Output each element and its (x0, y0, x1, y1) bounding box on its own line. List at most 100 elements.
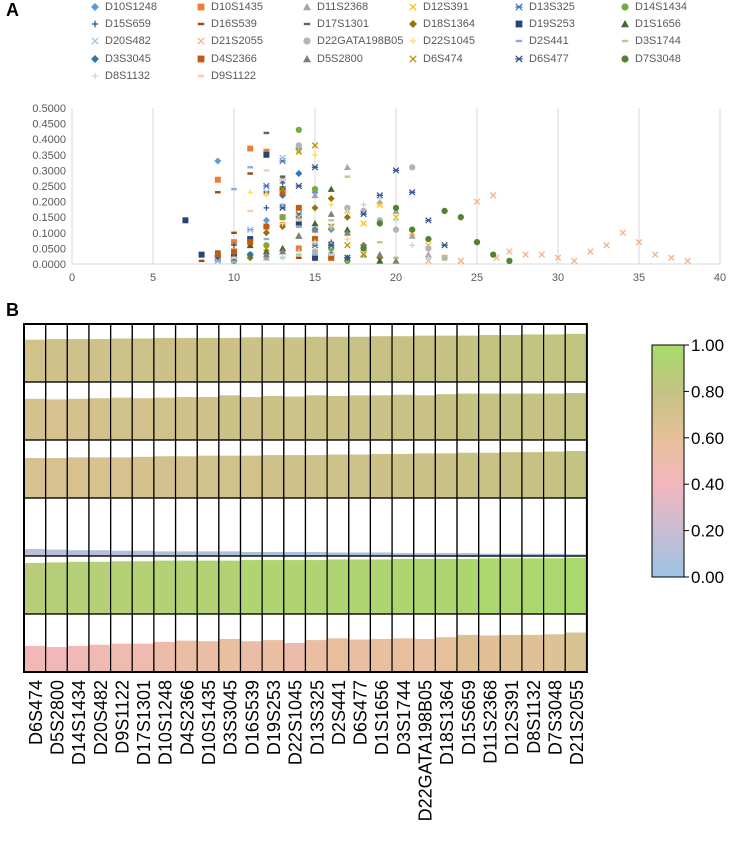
scatter-point (392, 213, 400, 221)
legend-marker (91, 37, 99, 46)
heatmap-bar (45, 549, 68, 556)
heatmap-bar (218, 337, 241, 382)
column-label: D4S2366 (177, 680, 197, 755)
heatmap-bar (45, 562, 68, 614)
heatmap-cell-border (66, 497, 90, 557)
legend-marker (91, 72, 99, 79)
heatmap-bar (24, 457, 46, 498)
scatter-point (327, 210, 335, 217)
scatter-point (570, 257, 578, 265)
heatmap-bar (262, 560, 284, 614)
scatter-point (619, 229, 627, 237)
legend-label: D13S325 (529, 1, 575, 13)
legend-item: D16S539 (194, 17, 257, 31)
heatmap-cell-border (348, 497, 371, 557)
legend-label: D18S1364 (423, 18, 475, 31)
scatter-point (279, 220, 286, 227)
column-label: D16S539 (242, 680, 262, 755)
heatmap-bar (218, 560, 241, 614)
heatmap-cell-border (391, 497, 415, 557)
scatter-point (231, 231, 237, 234)
legend-label: D22GATA198B05 (317, 35, 404, 48)
legend-item: D10S1435 (194, 0, 263, 14)
heatmap-bar (197, 397, 219, 440)
legend-marker (303, 22, 311, 26)
heatmap-bar (240, 551, 263, 556)
legend-item: D18S1364 (406, 17, 475, 31)
heatmap-cell-border (88, 497, 112, 557)
scatter-point (441, 207, 448, 215)
scatter-point (295, 220, 302, 227)
scatter-point (554, 254, 562, 262)
heatmap-bar (327, 638, 349, 672)
heatmap-bar (45, 339, 68, 382)
heatmap-bar (413, 638, 436, 672)
heatmap-bar (478, 553, 501, 556)
heatmap-bar (283, 455, 306, 498)
legend-item: D22S1045 (406, 34, 475, 48)
heatmap-bar (370, 395, 393, 440)
legend-label: D7S3048 (635, 52, 681, 65)
scatter-point (231, 187, 237, 191)
column-label: D20S482 (91, 680, 111, 755)
scatter-point (247, 172, 253, 175)
scatter-point (262, 251, 270, 258)
heatmap-bar (413, 395, 436, 440)
scatter-point (247, 145, 254, 152)
legend-marker (515, 20, 523, 28)
scatter-point (279, 175, 286, 178)
legend-item: D10S1248 (88, 0, 157, 14)
colorbar-tick-label: 0.40 (691, 475, 724, 494)
scatter-point (311, 191, 319, 199)
heatmap-bar (305, 395, 328, 440)
x-tick-label: 5 (150, 272, 156, 284)
scatter-point (198, 251, 205, 258)
legend-marker (197, 55, 205, 62)
heatmap-bar (478, 393, 501, 440)
scatter-point (279, 214, 286, 221)
heatmap-cell-border (45, 497, 68, 557)
scatter-point (295, 170, 303, 178)
scatter-point (231, 242, 237, 249)
scatter-point (296, 225, 302, 228)
heatmap-bar (262, 551, 284, 556)
heatmap-bar (457, 558, 479, 614)
heatmap-bar (565, 451, 587, 498)
scatter-point (295, 126, 302, 133)
scatter-point (538, 251, 546, 258)
heatmap-bar (327, 552, 349, 556)
legend-item: D17S1301 (300, 17, 369, 31)
scatter-point (360, 210, 367, 218)
heatmap-bar (240, 455, 263, 498)
colorbar-tick-label: 0.20 (691, 522, 724, 541)
scatter-point (343, 163, 351, 171)
heatmap-bar (110, 397, 133, 440)
heatmap-bar (283, 560, 306, 614)
scatter-point (506, 257, 513, 265)
scatter-point (360, 245, 367, 252)
scatter-point (215, 250, 221, 253)
heatmap-bar (305, 336, 328, 382)
scatter-point (247, 236, 254, 243)
heatmap-bar (305, 560, 328, 614)
heatmap-bar (132, 398, 154, 440)
scatter-point (344, 236, 351, 242)
scatter-point (376, 251, 384, 258)
scatter-point (392, 257, 400, 264)
legend-marker (409, 54, 417, 63)
x-tick-label: 30 (552, 272, 564, 284)
heatmap-bar (262, 455, 284, 498)
scatter-point (279, 180, 286, 186)
heatmap-bar (392, 638, 414, 672)
heatmap-bar (478, 558, 501, 614)
row-label: Ho (599, 399, 600, 424)
x-tick-label: 0 (69, 272, 75, 284)
scatter-point (376, 192, 384, 199)
scatter-point (247, 239, 254, 246)
panel-a-label: A (6, 0, 19, 20)
heatmap-bar (153, 456, 176, 498)
heatmap-bar (521, 634, 544, 672)
x-tick-label: 10 (228, 272, 240, 284)
legend-label: D4S2366 (211, 52, 257, 65)
scatter-point (327, 226, 335, 234)
